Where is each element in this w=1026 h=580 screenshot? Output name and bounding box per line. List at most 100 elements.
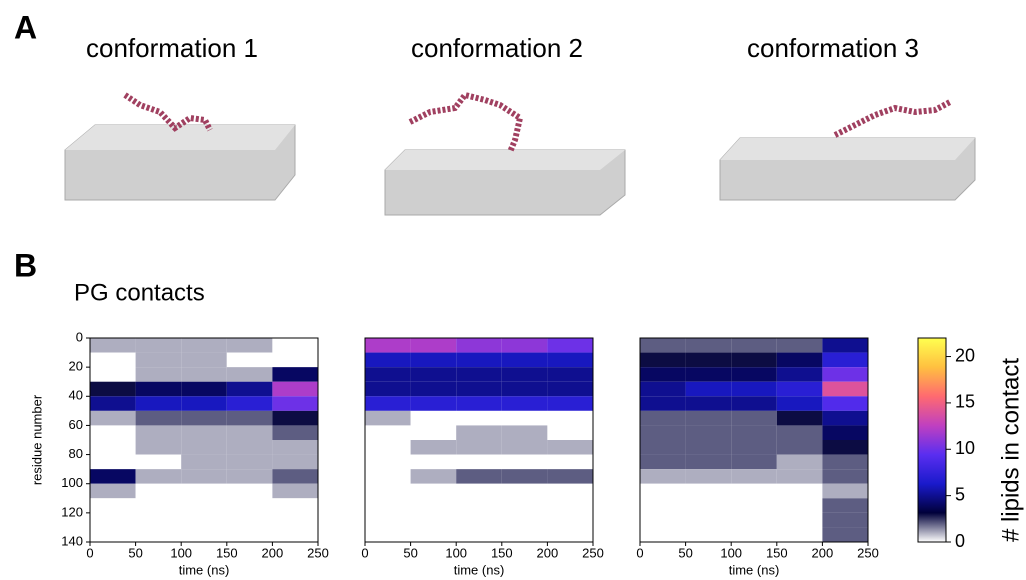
heatmap-cell bbox=[501, 338, 548, 353]
heatmap-cell bbox=[685, 425, 732, 440]
heatmap-cell bbox=[135, 440, 182, 455]
x-tick-label: 100 bbox=[720, 545, 742, 560]
heatmap-cell bbox=[640, 396, 686, 411]
heatmap-cell bbox=[410, 396, 457, 411]
heatmap-cell bbox=[501, 498, 548, 513]
heatmap-cell bbox=[410, 338, 457, 353]
conformation-title: conformation 2 bbox=[411, 33, 583, 63]
heatmap-cell bbox=[501, 440, 548, 455]
heatmap-cell bbox=[640, 454, 686, 470]
heatmap-cell bbox=[685, 498, 732, 513]
heatmap-cell bbox=[822, 483, 868, 499]
heatmap-cell bbox=[822, 410, 868, 426]
heatmap-cell bbox=[547, 469, 593, 484]
heatmap-cell bbox=[547, 527, 593, 542]
heatmap-cell bbox=[501, 352, 548, 368]
heatmap-cell bbox=[456, 381, 502, 397]
plot-frame bbox=[639, 337, 869, 543]
heatmap-cell bbox=[135, 425, 182, 440]
heatmap-cell bbox=[547, 425, 593, 440]
heatmap-cell bbox=[272, 527, 318, 542]
heatmap-cell bbox=[685, 338, 732, 353]
heatmap-cell bbox=[776, 469, 823, 484]
heatmap-cell bbox=[272, 454, 318, 470]
heatmap-cell bbox=[776, 527, 823, 542]
heatmap-cell bbox=[226, 425, 273, 440]
heatmap-cell bbox=[501, 381, 548, 397]
plot-frame bbox=[364, 337, 594, 543]
heatmap-cell bbox=[685, 527, 732, 542]
heatmap-cell bbox=[456, 396, 502, 411]
heatmap-cell bbox=[181, 469, 227, 484]
heatmap-cell bbox=[731, 483, 777, 499]
heatmap-cell bbox=[456, 425, 502, 440]
heatmap-cell bbox=[640, 352, 686, 368]
heatmap-cell bbox=[410, 410, 457, 426]
heatmap-cell bbox=[776, 454, 823, 470]
heatmap-cell bbox=[731, 440, 777, 455]
membrane-2 bbox=[384, 91, 626, 216]
heatmap-cell bbox=[776, 381, 823, 397]
heatmap-cell bbox=[547, 352, 593, 368]
heatmap-cell bbox=[640, 381, 686, 397]
heatmap-cell bbox=[640, 425, 686, 440]
heatmap-cell bbox=[547, 338, 593, 353]
heatmap-cell bbox=[731, 367, 777, 382]
heatmap-cell bbox=[547, 512, 593, 528]
y-tick-label: 0 bbox=[76, 329, 83, 344]
heatmap-cell bbox=[822, 396, 868, 411]
heatmap-cell bbox=[547, 498, 593, 513]
heatmap-cell bbox=[90, 410, 136, 426]
x-tick-label: 100 bbox=[170, 545, 192, 560]
heatmap-cell bbox=[410, 469, 457, 484]
heatmap-cell bbox=[90, 352, 136, 368]
heatmap-cell bbox=[365, 367, 411, 382]
heatmap-cell bbox=[547, 381, 593, 397]
heatmap-cell bbox=[272, 425, 318, 440]
x-axis-label: time (ns) bbox=[729, 562, 780, 577]
heatmap-cell bbox=[226, 352, 273, 368]
colorbar-label: # lipids in contact bbox=[997, 358, 1024, 542]
heatmap-cell bbox=[731, 352, 777, 368]
heatmap-cell bbox=[410, 440, 457, 455]
heatmap-cell bbox=[456, 367, 502, 382]
heatmap-cell bbox=[456, 512, 502, 528]
colorbar-tick-label: 5 bbox=[955, 484, 965, 504]
panel-label: B bbox=[14, 247, 37, 283]
heatmap-cell bbox=[181, 483, 227, 499]
heatmap-cell bbox=[272, 440, 318, 455]
heatmap-cell bbox=[640, 410, 686, 426]
x-tick-label: 0 bbox=[86, 545, 93, 560]
heatmap-cell bbox=[822, 498, 868, 513]
x-tick-label: 150 bbox=[216, 545, 238, 560]
heatmap-cell bbox=[731, 454, 777, 470]
membrane-1 bbox=[64, 92, 296, 201]
heatmap-cell bbox=[135, 498, 182, 513]
heatmap-cell bbox=[272, 367, 318, 382]
heatmap-cell bbox=[90, 338, 136, 353]
heatmap-cell bbox=[272, 469, 318, 484]
heatmap-cell bbox=[272, 410, 318, 426]
heatmap-cell bbox=[365, 425, 411, 440]
heatmap-cell bbox=[181, 410, 227, 426]
heatmap-cell bbox=[272, 352, 318, 368]
heatmap-cell bbox=[776, 367, 823, 382]
heatmap-cell bbox=[410, 454, 457, 470]
heatmap-cell bbox=[501, 425, 548, 440]
heatmap-cell bbox=[90, 483, 136, 499]
heatmap-cell bbox=[776, 483, 823, 499]
heatmap-cell bbox=[822, 469, 868, 484]
heatmap-cell bbox=[685, 352, 732, 368]
heatmap-cell bbox=[226, 367, 273, 382]
heatmap-cell bbox=[822, 527, 868, 542]
heatmap-cell bbox=[410, 483, 457, 499]
heatmap-cell bbox=[226, 469, 273, 484]
heatmap-cell bbox=[90, 454, 136, 470]
colorbar-tick-label: 0 bbox=[955, 531, 965, 551]
heatmap-cell bbox=[731, 425, 777, 440]
heatmap-cell bbox=[226, 454, 273, 470]
heatmap-cell bbox=[685, 381, 732, 397]
heatmap-cell bbox=[365, 440, 411, 455]
x-tick-label: 150 bbox=[491, 545, 513, 560]
heatmap-cell bbox=[272, 483, 318, 499]
